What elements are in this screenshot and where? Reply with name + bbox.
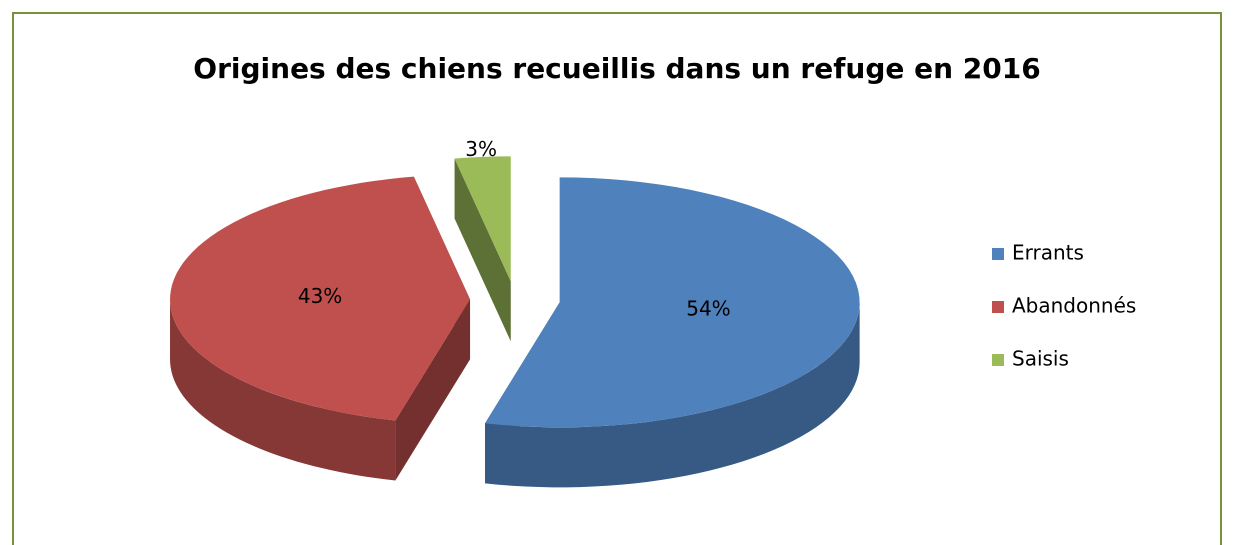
slice bbox=[454, 156, 511, 282]
slice bbox=[485, 177, 860, 428]
data-label: 54% bbox=[686, 297, 730, 321]
slice-side bbox=[454, 158, 511, 342]
legend-label: Saisis bbox=[1012, 347, 1069, 371]
chart-title: Origines des chiens recueillis dans un r… bbox=[193, 52, 1040, 85]
legend-label: Abandonnés bbox=[1012, 294, 1136, 318]
legend-swatch bbox=[992, 354, 1004, 366]
legend-swatch bbox=[992, 301, 1004, 313]
chart-border bbox=[12, 12, 1222, 545]
data-label: 43% bbox=[298, 284, 342, 308]
slice-side bbox=[395, 299, 471, 481]
slice-wall bbox=[170, 299, 396, 481]
legend-label: Errants bbox=[1012, 241, 1084, 265]
data-label: 3% bbox=[465, 137, 497, 161]
slice-wall bbox=[485, 302, 860, 488]
legend-swatch bbox=[992, 248, 1004, 260]
slice bbox=[170, 176, 471, 421]
